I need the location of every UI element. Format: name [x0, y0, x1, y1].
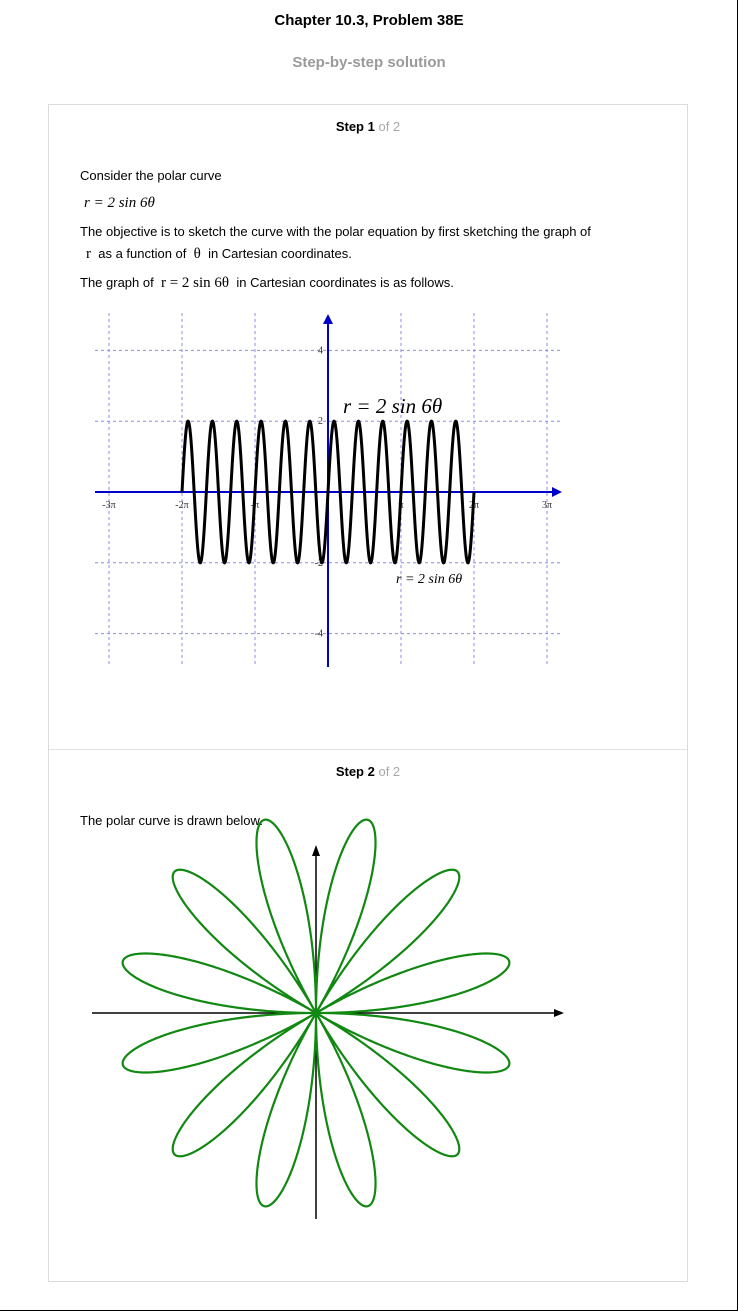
- step-divider: [49, 749, 687, 750]
- graph-intro-equation: r = 2 sin 6θ: [160, 275, 230, 291]
- solution-header: Step-by-step solution: [292, 54, 446, 71]
- step2-total: of 2: [378, 764, 401, 779]
- sine-curve: [180, 419, 476, 565]
- y-tick-label: -2: [315, 558, 323, 569]
- x-tick-label: -2π: [175, 500, 188, 511]
- step1-number: Step 1: [335, 119, 375, 134]
- step1-total: of 2: [378, 119, 401, 134]
- graph-intro-a: The graph of: [80, 275, 154, 290]
- x-axis-arrow: [554, 1009, 564, 1017]
- curve-annotation-small: r = 2 sin 6θ: [396, 572, 462, 587]
- curve-annotation-large: r = 2 sin 6θ: [343, 394, 442, 418]
- y-tick-label: 2: [318, 416, 323, 427]
- y-tick-label: 4: [318, 345, 323, 356]
- step2-number: Step 2: [335, 764, 375, 779]
- polar-graph: [92, 818, 564, 1219]
- x-tick-label: -3π: [102, 500, 115, 511]
- y-axis-arrow: [323, 314, 333, 324]
- step1-objective-line1: The objective is to sketch the curve wit…: [80, 224, 591, 239]
- objective-end-text: in Cartesian coordinates.: [208, 246, 352, 261]
- var-r: r: [86, 246, 91, 262]
- graph-intro-b: in Cartesian coordinates is as follows.: [236, 275, 454, 290]
- y-tick-label: -4: [315, 629, 323, 640]
- step1-objective-line2: r as a function of θ in Cartesian coordi…: [86, 245, 666, 263]
- objective-mid-text: as a function of: [98, 246, 187, 261]
- x-axis-arrow: [552, 487, 562, 497]
- step1-label: Step 1 of 2: [49, 119, 687, 134]
- page-title: Chapter 10.3, Problem 38E: [274, 12, 464, 29]
- step1-equation-text: r = 2 sin 6θ: [84, 195, 155, 211]
- y-axis-arrow: [312, 845, 320, 856]
- step2-label: Step 2 of 2: [49, 764, 687, 779]
- step1-equation: r = 2 sin 6θ: [84, 194, 664, 212]
- step1-intro: Consider the polar curve: [80, 168, 222, 183]
- step1-graph-intro: The graph of r = 2 sin 6θ in Cartesian c…: [80, 274, 660, 292]
- solution-card: Step 1 of 2 Consider the polar curve r =…: [48, 104, 688, 1282]
- step2-text: The polar curve is drawn below.: [80, 813, 263, 828]
- var-theta: θ: [193, 246, 201, 262]
- x-tick-label: 3π: [542, 500, 552, 511]
- rose-curve: [121, 818, 511, 1208]
